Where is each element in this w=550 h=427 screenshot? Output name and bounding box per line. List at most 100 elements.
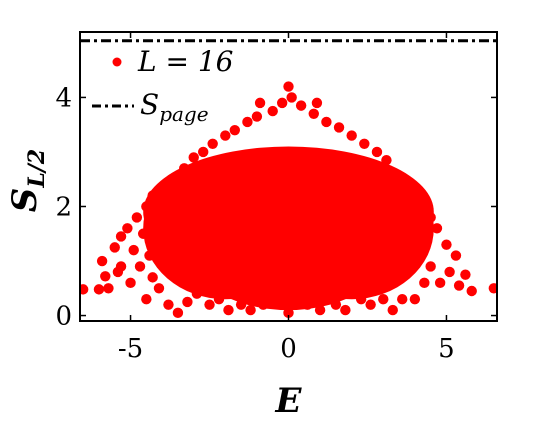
- scatter-point: [441, 239, 452, 250]
- scatter-density-layer: [143, 146, 434, 311]
- x-axis-label: E: [275, 381, 303, 421]
- scatter-point: [340, 304, 351, 316]
- scatter-point: [431, 223, 443, 234]
- scatter-point: [103, 283, 114, 294]
- scatter-point: [156, 184, 168, 196]
- scatter-point: [425, 261, 436, 272]
- scatter-point: [419, 277, 430, 289]
- scatter-point: [488, 283, 497, 294]
- scatter-point: [254, 97, 266, 109]
- scatter-point: [229, 124, 240, 136]
- scatter-point: [141, 293, 152, 305]
- scatter-point: [160, 255, 171, 267]
- scatter-point: [333, 122, 345, 133]
- scatter-point: [115, 231, 127, 242]
- scatter-point: [245, 304, 256, 316]
- scatter-point: [125, 277, 136, 289]
- scatter-point: [166, 174, 177, 185]
- scatter-point: [397, 293, 408, 305]
- scatter-point: [131, 212, 143, 223]
- scatter-point: [223, 304, 234, 316]
- legend-label-reference-subscript: page: [159, 102, 208, 126]
- scatter-point: [80, 284, 89, 295]
- scatter-point: [450, 250, 462, 261]
- scatter-point: [188, 152, 199, 163]
- scatter-point: [147, 190, 158, 201]
- scatter-point: [289, 293, 301, 305]
- scatter-point: [204, 299, 215, 310]
- scatter-point: [153, 283, 165, 294]
- y-axis-label-main: S: [5, 188, 45, 213]
- scatter-point: [295, 100, 307, 111]
- scatter-point: [122, 223, 133, 234]
- x-ticks: -5 0 5: [118, 32, 455, 364]
- scatter-point: [355, 293, 367, 305]
- scatter-point: [137, 228, 149, 239]
- scatter-point: [466, 285, 477, 297]
- legend-label-series: L = 16: [137, 45, 233, 78]
- scatter-point: [172, 239, 184, 250]
- scatter-point: [444, 266, 455, 278]
- scatter-point: [425, 212, 436, 223]
- scatter-point: [258, 299, 269, 310]
- scatter-point: [198, 146, 209, 158]
- legend-marker-series: [112, 57, 122, 67]
- scatter-point: [191, 288, 203, 299]
- scatter-point: [346, 130, 357, 141]
- scatter-point: [381, 154, 392, 166]
- scatter-point: [434, 277, 446, 289]
- y-tick-label: 0: [55, 302, 72, 332]
- scatter-point: [235, 299, 247, 310]
- scatter-point: [163, 299, 174, 310]
- scatter-point: [378, 293, 389, 305]
- scatter-point: [330, 299, 342, 310]
- x-tick-label: -5: [118, 334, 143, 364]
- scatter-point: [207, 138, 218, 149]
- x-tick-label: 0: [280, 334, 297, 364]
- scatter-point: [283, 307, 294, 319]
- scatter-point: [403, 255, 414, 267]
- scatter-point: [308, 108, 319, 119]
- scatter-point: [144, 250, 155, 261]
- scatter-point: [409, 293, 421, 305]
- scatter-points-layer: [80, 81, 497, 319]
- scatter-point: [400, 176, 411, 188]
- scatter-cloud-3: [181, 168, 396, 311]
- scatter-point: [460, 269, 471, 280]
- x-tick-label: 5: [438, 334, 455, 364]
- scatter-point: [220, 130, 231, 141]
- scatter-point: [415, 234, 427, 245]
- scatter-point: [359, 138, 370, 149]
- scatter-point: [365, 299, 376, 310]
- legend-label-reference-main: S: [140, 88, 159, 121]
- scatter-point: [267, 105, 278, 117]
- y-ticks: 0 2 4: [55, 83, 497, 332]
- scatter-point: [276, 97, 288, 109]
- scatter-point: [147, 272, 158, 283]
- scatter-point: [150, 234, 162, 245]
- scatter-point: [311, 97, 323, 109]
- scatter-point: [387, 304, 398, 316]
- scatter-point: [409, 184, 421, 196]
- scatter-point: [453, 280, 465, 291]
- scatter-point: [302, 299, 313, 310]
- scatter-point: [93, 284, 105, 295]
- scatter-point: [100, 271, 111, 282]
- scatter-point: [283, 81, 294, 92]
- scatter-point: [115, 261, 127, 272]
- scatter-point: [242, 116, 253, 128]
- scatter-point: [321, 116, 332, 128]
- scatter-point: [96, 255, 108, 267]
- legend-label-reference: Spage: [140, 88, 209, 126]
- scatter-point: [128, 244, 139, 256]
- scatter-point: [109, 242, 120, 253]
- scatter-point: [141, 201, 152, 212]
- y-axis-label-subscript: L/2: [24, 149, 50, 189]
- scatter-point: [213, 293, 225, 305]
- scatter-point: [314, 304, 326, 316]
- scatter-point: [419, 195, 430, 207]
- y-axis-label: SL/2: [5, 149, 50, 212]
- scatter-point: [371, 146, 383, 158]
- scatter-point: [134, 261, 146, 272]
